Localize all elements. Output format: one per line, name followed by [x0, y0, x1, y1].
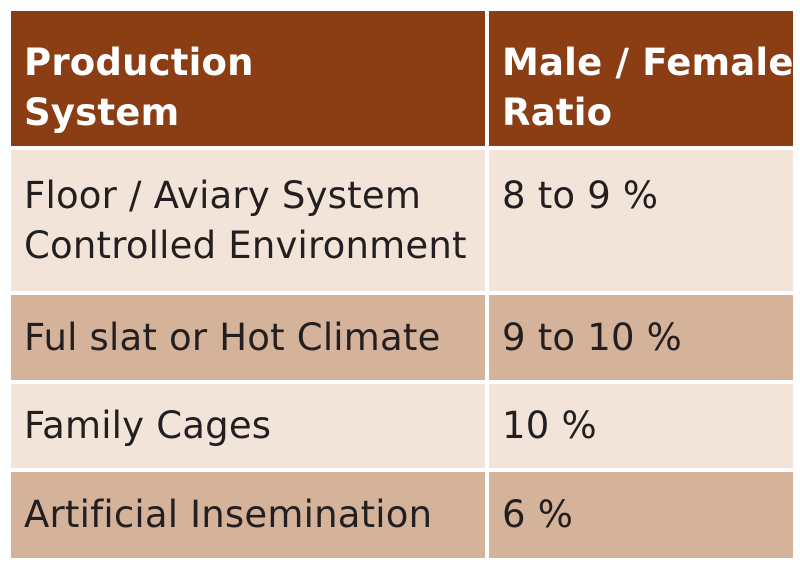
header-col1-line-1: Production: [24, 41, 254, 84]
system-line: Controlled Environment: [24, 224, 467, 267]
system-line: Floor / Aviary System: [24, 174, 422, 217]
system-cell: Ful slat or Hot Climate: [11, 295, 485, 380]
header-col2-line-1: Male / Female: [502, 41, 794, 84]
ratio-cell: 8 to 9 %: [489, 150, 793, 291]
table-row: Floor / Aviary System Controlled Environ…: [11, 150, 793, 291]
system-cell: Family Cages: [11, 384, 485, 468]
table-row: Ful slat or Hot Climate 9 to 10 %: [11, 295, 793, 380]
system-cell: Artificial Insemination: [11, 472, 485, 558]
header-production-system: Production System: [11, 11, 485, 146]
system-line: Family Cages: [24, 404, 272, 447]
table-header-row: Production System Male / Female Ratio: [11, 11, 793, 146]
system-line: Artificial Insemination: [24, 493, 433, 536]
ratio-cell: 6 %: [489, 472, 793, 558]
table-row: Family Cages 10 %: [11, 384, 793, 468]
table-row: Artificial Insemination 6 %: [11, 472, 793, 558]
ratio-cell: 10 %: [489, 384, 793, 468]
system-cell: Floor / Aviary System Controlled Environ…: [11, 150, 485, 291]
header-col2-line-2: Ratio: [502, 91, 613, 134]
ratio-cell: 9 to 10 %: [489, 295, 793, 380]
header-col1-line-2: System: [24, 91, 180, 134]
header-male-female-ratio: Male / Female Ratio: [489, 11, 793, 146]
system-line: Ful slat or Hot Climate: [24, 316, 441, 359]
